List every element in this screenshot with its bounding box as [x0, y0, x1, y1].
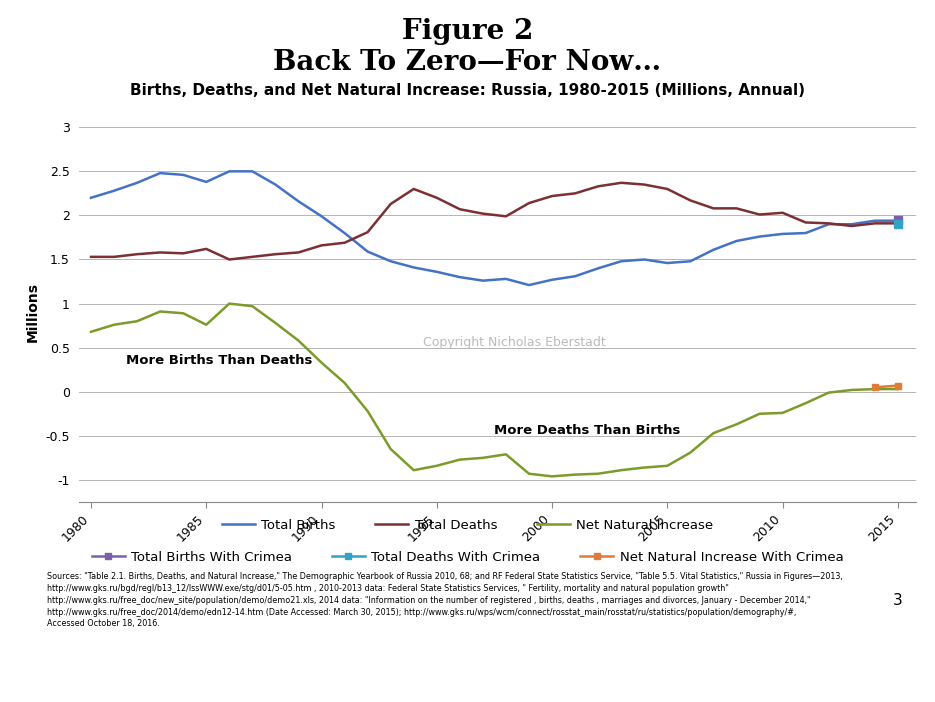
Text: More Deaths Than Births: More Deaths Than Births: [495, 424, 681, 437]
Text: Births, Deaths, and Net Natural Increase: Russia, 1980-2015 (Millions, Annual): Births, Deaths, and Net Natural Increase…: [130, 83, 805, 98]
Text: Sources: "Table 2.1. Births, Deaths, and Natural Increase," The Demographic Year: Sources: "Table 2.1. Births, Deaths, and…: [47, 572, 842, 628]
Text: Copyright Nicholas Eberstadt: Copyright Nicholas Eberstadt: [424, 336, 606, 349]
Text: Figure 2: Figure 2: [402, 18, 533, 44]
Text: More Births Than Deaths: More Births Than Deaths: [125, 354, 312, 366]
Legend: Total Births With Crimea, Total Deaths With Crimea, Net Natural Increase With Cr: Total Births With Crimea, Total Deaths W…: [86, 545, 849, 569]
Y-axis label: Millions: Millions: [25, 282, 39, 343]
Legend: Total Births, Total Deaths, Net Natural Increase: Total Births, Total Deaths, Net Natural …: [216, 513, 719, 537]
Text: 3: 3: [893, 593, 902, 608]
Text: Back To Zero—For Now…: Back To Zero—For Now…: [273, 49, 662, 76]
